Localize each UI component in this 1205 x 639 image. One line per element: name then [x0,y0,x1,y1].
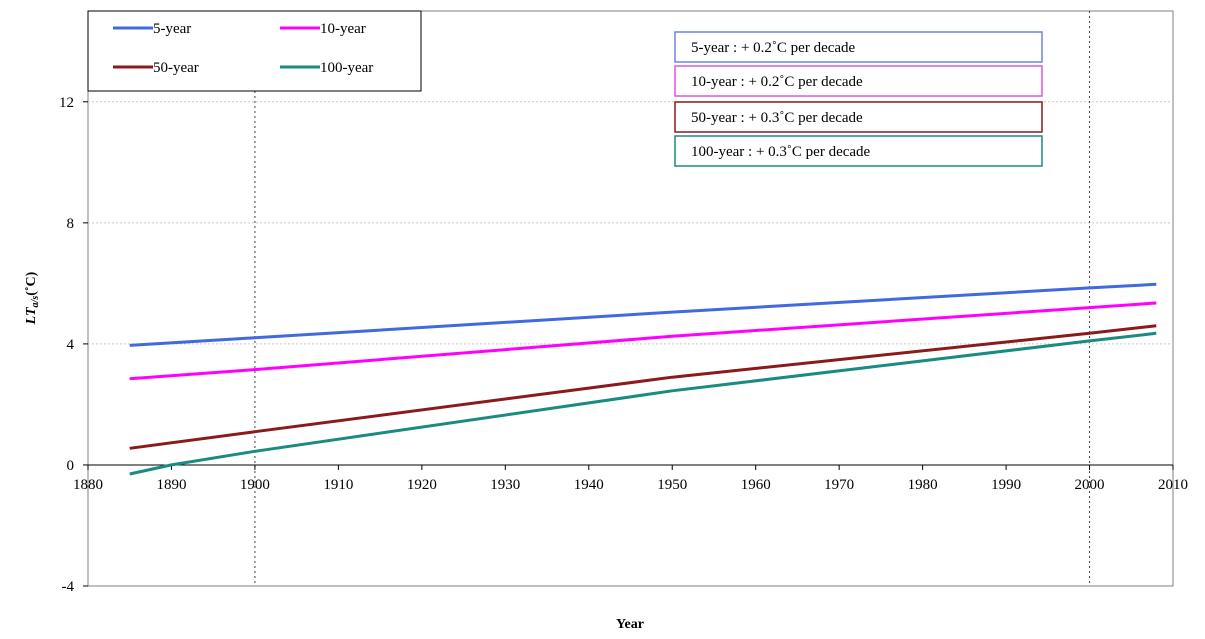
x-tick-label: 1900 [240,477,270,493]
x-tick-label: 1970 [824,477,854,493]
x-tick-label: 2010 [1158,477,1188,493]
legend-box [87,10,422,92]
x-tick-label: 1880 [73,477,103,493]
reference-lines [254,11,1091,586]
y-tick-label: -4 [62,579,75,595]
x-tick-label: 1950 [657,477,687,493]
annotation-label: 100-year : + 0.3˚C per decade [691,144,871,160]
x-tick-label: 1940 [574,477,604,493]
series-line-100-year [129,331,1157,476]
annotation-label: 50-year : + 0.3˚C per decade [691,110,863,126]
y-axis-title-unit: (˚C) [24,271,39,295]
y-tick-label: 12 [59,95,74,111]
x-tick-label: 1980 [908,477,938,493]
x-tick-label: 1920 [407,477,437,493]
legend-label: 5-year [153,21,191,37]
annotation-box [674,65,1043,97]
y-axis-title-sub: a/s [30,296,41,308]
x-ticks: 1880 1890 1900 1910 1920 1930 1940 1950 1960 1970… [73,464,1188,493]
y-tick-label: 4 [67,337,75,353]
x-tick-label: 1910 [323,477,353,493]
annotation-label: 5-year : + 0.2˚C per decade [691,40,856,56]
series-line-5-year [129,282,1157,347]
y-axis-title: LTa/s(˚C) [24,271,41,325]
annotation-label: 10-year : + 0.2˚C per decade [691,74,863,90]
legend-label: 10-year [320,21,366,37]
y-tick-label: 8 [67,216,75,232]
x-tick-label: 1890 [156,477,186,493]
legend: 5-year 10-year 50-year 100-year [87,10,422,92]
x-tick-label: 2000 [1075,477,1105,493]
y-ticks: -4 0 4 8 12 [59,95,88,595]
annotation-box [674,101,1043,133]
x-tick-label: 1930 [490,477,520,493]
annotation-box [674,135,1043,167]
x-tick-label: 1960 [741,477,771,493]
annotation-box [674,31,1043,63]
annotations: 5-year : + 0.2˚C per decade 10-year : + 0… [674,31,1043,167]
y-tick-label: 0 [67,458,75,474]
y-axis-title-main: LT [24,306,39,325]
legend-label: 100-year [320,60,373,76]
plot-frame [87,10,1174,587]
series-line-50-year [129,324,1157,450]
svg-text:LTa/s(˚C): LTa/s(˚C) [24,271,41,325]
x-tick-label: 1990 [991,477,1021,493]
series-line-10-year [129,301,1157,381]
series-lines [129,282,1157,476]
legend-label: 50-year [153,60,199,76]
x-axis-title: Year [616,617,644,632]
